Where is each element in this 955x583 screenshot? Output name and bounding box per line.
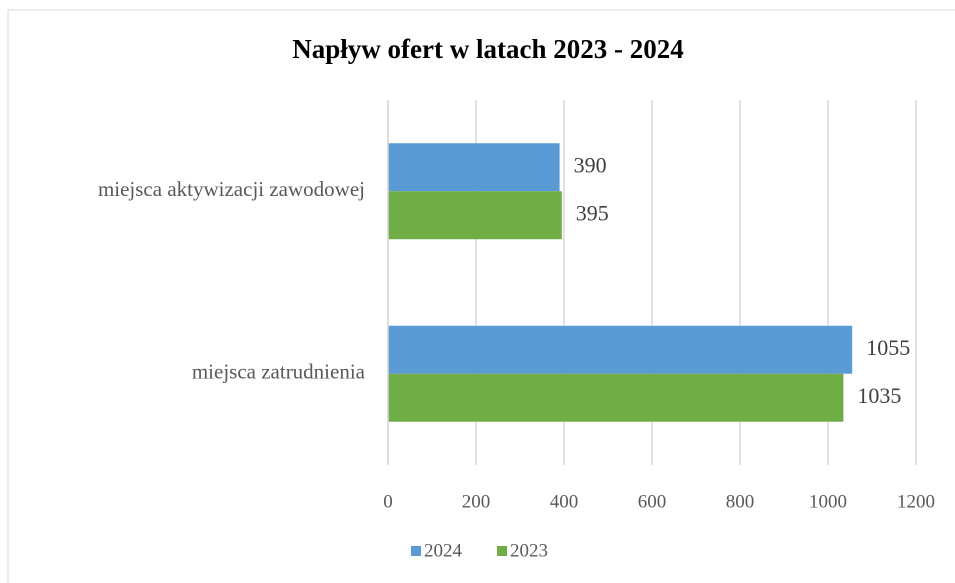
x-tick-label: 800 <box>726 491 755 512</box>
x-tick-label: 1200 <box>897 491 935 512</box>
data-label: 1035 <box>857 383 901 408</box>
data-label: 395 <box>576 200 609 225</box>
bar <box>388 373 844 422</box>
x-tick-label: 1000 <box>809 491 847 512</box>
x-tick-label: 0 <box>383 491 393 512</box>
legend-label: 2023 <box>510 540 548 561</box>
legend-swatch <box>497 546 507 556</box>
x-tick-label: 200 <box>462 491 491 512</box>
x-tick-label: 600 <box>638 491 667 512</box>
y-tick-label: miejsca aktywizacji zawodowej <box>98 177 365 201</box>
legend-label: 2024 <box>424 540 463 561</box>
bar <box>388 191 562 240</box>
data-label: 1055 <box>866 335 910 360</box>
chart-title: Napływ ofert w latach 2023 - 2024 <box>292 34 683 64</box>
bar <box>388 325 853 374</box>
bar <box>388 143 560 192</box>
chart-frame <box>7 9 955 583</box>
data-label: 390 <box>574 152 607 177</box>
y-tick-label: miejsca zatrudnienia <box>192 360 366 384</box>
legend-swatch <box>411 546 421 556</box>
x-tick-label: 400 <box>550 491 579 512</box>
